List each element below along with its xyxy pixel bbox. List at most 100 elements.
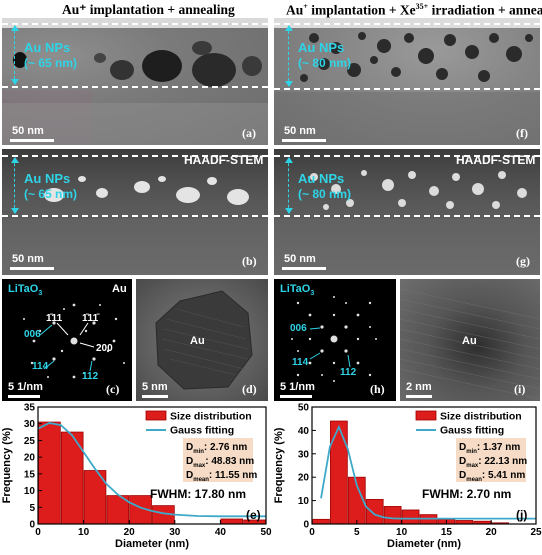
x-tick-label: 30 xyxy=(169,527,181,538)
panel-label: (j) xyxy=(516,508,527,522)
scale-bar xyxy=(280,395,312,398)
bar xyxy=(220,518,244,525)
panel-label-f: (f) xyxy=(516,126,528,140)
au-particle-label: Au xyxy=(462,335,477,347)
index-006: 006 xyxy=(24,329,41,340)
hrtem-panel-d: Au 5 nm (d) xyxy=(136,279,268,401)
haadf-stem-label: HAADF-STEM xyxy=(456,153,536,167)
scale-bar xyxy=(282,267,326,270)
y-tick-label: 20 xyxy=(298,473,310,484)
scale-bar xyxy=(282,139,326,142)
panel-label-g: (g) xyxy=(516,254,530,268)
panel-label-d: (d) xyxy=(242,382,257,396)
panel-label-i: (i) xyxy=(514,382,526,396)
scale-bar xyxy=(10,267,54,270)
saed-c-pattern xyxy=(23,303,125,379)
bar xyxy=(401,509,420,525)
bar xyxy=(312,518,330,525)
x-tick-label: 40 xyxy=(215,527,227,538)
au-particle-label: Au xyxy=(190,335,205,347)
haadf-panel-g: HAADF-STEM Au NPs (~ 80 nm) 50 nm (g) xyxy=(274,149,540,275)
scale-label: 50 nm xyxy=(284,253,316,265)
haadf-stem-label: HAADF-STEM xyxy=(184,153,264,167)
panel-label: (e) xyxy=(246,508,261,522)
y-tick-label: 30 xyxy=(298,449,310,460)
y-tick-label: 15 xyxy=(24,469,36,480)
stat-dmean: Dmean: 5.41 nm xyxy=(459,470,525,483)
y-tick-label: 25 xyxy=(24,436,36,447)
left-column-title: Au⁺ implantation + annealing xyxy=(62,2,235,17)
stat-dmax: Dmax: 22.13 nm xyxy=(459,456,527,469)
scale-label: 50 nm xyxy=(284,125,316,137)
saed-panel-h: LiTaO3 006 114 112 5 1/nm (h) xyxy=(274,279,396,401)
np-size: (~ 80 nm) xyxy=(298,56,352,70)
x-tick-label: 10 xyxy=(396,527,408,538)
x-tick-label: 15 xyxy=(441,527,453,538)
haadf-b-particles xyxy=(2,176,268,275)
legend-bars-label: Size distribution xyxy=(440,411,522,423)
haadf-g-particles xyxy=(274,170,540,275)
legend-bar-swatch xyxy=(415,410,437,421)
x-axis-label: Diameter (nm) xyxy=(115,538,189,550)
scale-bar xyxy=(142,395,168,398)
histogram-e-svg: 0 10 20 30 40 50 0 5 10 15 20 25 30 35 Diameter (nm) Fr… xyxy=(1,403,272,551)
legend-line-label: Gauss fitting xyxy=(440,425,504,437)
fwhm-label: FWHM: 17.80 nm xyxy=(150,487,246,501)
stat-dmin: Dmin: 1.37 nm xyxy=(459,442,520,455)
stats-box xyxy=(456,438,526,482)
hrtem-panel-i: Au 2 nm (i) xyxy=(400,279,540,401)
scale-label: 5 1/nm xyxy=(8,381,43,393)
y-tick-label: 5 xyxy=(29,503,35,514)
x-tick-label: 20 xyxy=(486,527,498,538)
histogram-j: 0 5 10 15 20 25 0 10 20 30 40 50 Diameter (nm) Freque… xyxy=(272,402,542,551)
y-tick-label: 10 xyxy=(24,486,36,497)
histogram-j-svg: 0 5 10 15 20 25 0 10 20 30 40 50 Diameter (nm) Freque… xyxy=(273,403,542,551)
y-tick-label: 10 xyxy=(298,496,310,507)
x-tick-label: 0 xyxy=(309,527,315,538)
index-006: 006 xyxy=(290,323,307,334)
au-label: Au xyxy=(112,283,127,295)
stat-dmean: Dmean: 11.55 nm xyxy=(186,470,257,483)
hrtem-i-lattice xyxy=(400,288,540,400)
index-114: 114 xyxy=(292,357,309,368)
y-tick-label: 35 xyxy=(24,403,36,414)
panel-label-a: (a) xyxy=(242,126,256,140)
y-axis-label: Frequency (%) xyxy=(273,427,285,503)
legend-bars-label: Size distribution xyxy=(170,411,252,423)
y-axis-label: Frequency (%) xyxy=(1,427,13,503)
tem-panel-a: Au NPs (~ 65 nm) 50 nm (a) xyxy=(2,18,268,145)
y-tick-label: 0 xyxy=(303,520,309,531)
index-114: 114 xyxy=(32,361,49,372)
legend-bar-swatch xyxy=(145,410,167,421)
gauss-fit-line xyxy=(37,422,266,518)
y-tick-label: 20 xyxy=(24,453,36,464)
scale-bar xyxy=(406,395,432,398)
bar xyxy=(330,420,348,525)
x-tick-label: 20 xyxy=(124,527,136,538)
x-tick-label: 0 xyxy=(35,527,41,538)
np-label: Au NPs xyxy=(298,40,345,55)
np-label: Au NPs xyxy=(298,171,345,186)
x-axis-label: Diameter (nm) xyxy=(387,538,461,550)
x-tick-label: 5 xyxy=(354,527,360,538)
stat-dmax: Dmax: 48.83 nm xyxy=(186,456,254,469)
haadf-panel-b: HAADF-STEM Au NPs (~ 65 nm) 50 nm (b) xyxy=(2,149,268,275)
hrtem-d-particle xyxy=(155,290,253,390)
index-111a: 1̄11 xyxy=(46,313,63,324)
material-label: LiTaO3 xyxy=(8,283,43,298)
y-tick-label: 30 xyxy=(24,419,36,430)
index-112: 112 xyxy=(82,371,99,382)
tem-panel-f: Au NPs (~ 80 nm) 50 nm (f) xyxy=(274,18,540,145)
x-tick-label: 50 xyxy=(260,527,272,538)
legend-line-label: Gauss fitting xyxy=(170,425,234,437)
scale-label: 5 nm xyxy=(142,381,168,393)
index-112: 112 xyxy=(340,367,357,378)
stats-box xyxy=(183,438,253,482)
scale-label: 50 nm xyxy=(12,253,44,265)
gauss-fit-line xyxy=(320,424,536,520)
np-size: (~ 65 nm) xyxy=(24,187,78,201)
panel-label-c: (c) xyxy=(106,382,120,396)
scale-label: 50 nm xyxy=(12,125,44,137)
scale-bar xyxy=(8,395,40,398)
fwhm-label: FWHM: 2.70 nm xyxy=(422,487,511,501)
